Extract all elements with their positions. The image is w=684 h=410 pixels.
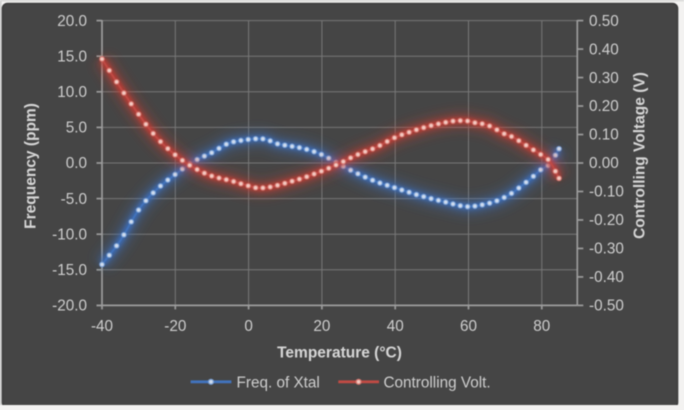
svg-text:15.0: 15.0 xyxy=(57,48,87,65)
svg-text:0.30: 0.30 xyxy=(589,70,619,87)
svg-text:20.0: 20.0 xyxy=(57,13,87,30)
svg-text:10.0: 10.0 xyxy=(57,84,87,101)
svg-text:Controlling Voltage (V): Controlling Voltage (V) xyxy=(632,72,649,239)
svg-text:-5.0: -5.0 xyxy=(61,191,87,208)
svg-text:0.0: 0.0 xyxy=(66,155,87,172)
svg-text:-0.40: -0.40 xyxy=(589,269,624,286)
svg-text:-15.0: -15.0 xyxy=(52,262,87,279)
svg-text:60: 60 xyxy=(460,318,477,335)
svg-text:-0.10: -0.10 xyxy=(589,184,624,201)
svg-text:-20.0: -20.0 xyxy=(52,298,87,315)
svg-text:-40: -40 xyxy=(91,318,113,335)
svg-text:80: 80 xyxy=(533,318,550,335)
svg-text:0: 0 xyxy=(244,318,253,335)
svg-text:0.10: 0.10 xyxy=(589,127,619,144)
svg-text:-0.50: -0.50 xyxy=(589,298,624,315)
svg-text:20: 20 xyxy=(313,318,330,335)
svg-text:40: 40 xyxy=(387,318,404,335)
svg-text:-0.30: -0.30 xyxy=(589,241,624,258)
svg-text:Freq. of Xtal: Freq. of Xtal xyxy=(237,374,320,391)
svg-text:0.50: 0.50 xyxy=(589,13,619,30)
svg-text:0.40: 0.40 xyxy=(589,41,619,58)
svg-text:Frequency (ppm): Frequency (ppm) xyxy=(23,103,40,229)
svg-text:0.20: 0.20 xyxy=(589,98,619,115)
svg-text:0.00: 0.00 xyxy=(589,155,619,172)
svg-text:Temperature (°C): Temperature (°C) xyxy=(277,345,402,362)
svg-text:-10.0: -10.0 xyxy=(52,226,87,243)
svg-text:-20: -20 xyxy=(164,318,186,335)
svg-text:5.0: 5.0 xyxy=(66,120,87,137)
svg-text:-0.20: -0.20 xyxy=(589,212,624,229)
svg-text:Controlling Volt.: Controlling Volt. xyxy=(384,374,491,391)
